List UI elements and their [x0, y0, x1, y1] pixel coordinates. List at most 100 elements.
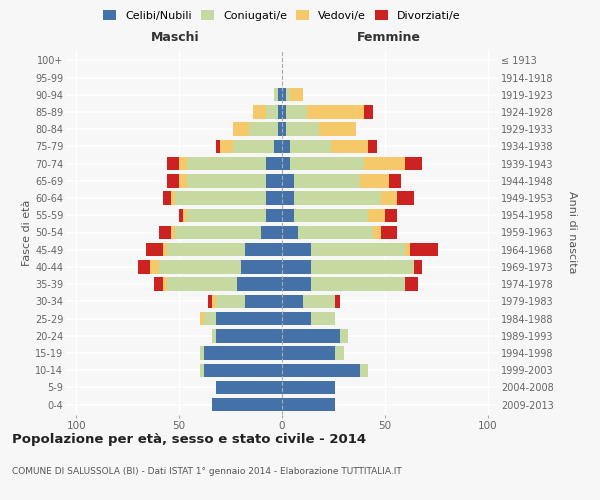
Bar	[311, 260, 413, 274]
Bar	[154, 278, 163, 291]
Bar	[146, 243, 163, 256]
Bar	[385, 208, 397, 222]
Bar	[282, 380, 335, 394]
Bar	[364, 157, 406, 170]
Bar	[171, 192, 175, 205]
Bar	[278, 122, 282, 136]
Bar	[368, 140, 377, 153]
Bar	[167, 157, 179, 170]
Bar	[282, 243, 311, 256]
Bar	[335, 346, 344, 360]
Bar	[302, 294, 335, 308]
Bar	[204, 364, 282, 377]
Bar	[253, 106, 266, 118]
Bar	[274, 140, 282, 153]
Bar	[233, 122, 249, 136]
Bar	[187, 174, 266, 188]
Bar	[216, 294, 245, 308]
Bar	[200, 312, 204, 326]
Bar	[171, 226, 175, 239]
Bar	[163, 243, 167, 256]
Bar	[233, 140, 274, 153]
Bar	[151, 260, 158, 274]
Bar	[282, 106, 286, 118]
Text: COMUNE DI SALUSSOLA (BI) - Dati ISTAT 1° gennaio 2014 - Elaborazione TUTTITALIA.: COMUNE DI SALUSSOLA (BI) - Dati ISTAT 1°…	[12, 468, 402, 476]
Bar	[311, 312, 335, 326]
Bar	[245, 294, 282, 308]
Bar	[389, 174, 401, 188]
Bar	[249, 122, 278, 136]
Text: Maschi: Maschi	[151, 31, 199, 44]
Bar	[220, 140, 233, 153]
Bar	[286, 122, 319, 136]
Bar	[212, 329, 216, 342]
Bar	[282, 88, 286, 102]
Bar	[204, 346, 282, 360]
Bar	[364, 106, 373, 118]
Bar	[167, 243, 245, 256]
Bar	[331, 140, 368, 153]
Bar	[216, 140, 220, 153]
Bar	[262, 226, 282, 239]
Bar	[216, 380, 282, 394]
Bar	[406, 157, 422, 170]
Bar	[307, 106, 364, 118]
Bar	[167, 278, 237, 291]
Bar	[282, 140, 290, 153]
Bar	[282, 157, 290, 170]
Bar	[381, 226, 397, 239]
Bar	[167, 174, 179, 188]
Bar	[413, 260, 422, 274]
Bar	[319, 122, 356, 136]
Bar	[245, 243, 282, 256]
Bar	[158, 260, 241, 274]
Bar	[241, 260, 282, 274]
Bar	[282, 278, 311, 291]
Bar	[274, 88, 278, 102]
Bar	[266, 106, 278, 118]
Bar	[298, 226, 373, 239]
Bar	[290, 88, 302, 102]
Bar	[295, 192, 381, 205]
Bar	[212, 398, 282, 411]
Text: Femmine: Femmine	[357, 31, 421, 44]
Bar	[237, 278, 282, 291]
Bar	[406, 278, 418, 291]
Bar	[204, 312, 216, 326]
Bar	[282, 312, 311, 326]
Y-axis label: Anni di nascita: Anni di nascita	[568, 191, 577, 274]
Bar	[290, 140, 331, 153]
Bar	[216, 329, 282, 342]
Bar	[187, 157, 266, 170]
Bar	[368, 208, 385, 222]
Bar	[282, 260, 311, 274]
Bar	[175, 226, 262, 239]
Bar	[187, 208, 266, 222]
Bar	[282, 122, 286, 136]
Bar	[282, 192, 295, 205]
Bar	[212, 294, 216, 308]
Legend: Celibi/Nubili, Coniugati/e, Vedovi/e, Divorziati/e: Celibi/Nubili, Coniugati/e, Vedovi/e, Di…	[101, 8, 463, 23]
Bar	[311, 243, 406, 256]
Bar	[282, 329, 340, 342]
Bar	[282, 364, 360, 377]
Bar	[216, 312, 282, 326]
Bar	[163, 192, 171, 205]
Bar	[200, 364, 204, 377]
Bar	[335, 294, 340, 308]
Bar	[406, 243, 410, 256]
Bar	[179, 208, 183, 222]
Bar	[295, 174, 360, 188]
Bar	[179, 157, 187, 170]
Bar	[373, 226, 381, 239]
Bar	[410, 243, 439, 256]
Text: Popolazione per età, sesso e stato civile - 2014: Popolazione per età, sesso e stato civil…	[12, 432, 366, 446]
Bar	[282, 346, 335, 360]
Bar	[286, 106, 307, 118]
Bar	[158, 226, 171, 239]
Bar	[278, 106, 282, 118]
Bar	[266, 208, 282, 222]
Bar	[163, 278, 167, 291]
Bar	[397, 192, 413, 205]
Bar	[282, 398, 335, 411]
